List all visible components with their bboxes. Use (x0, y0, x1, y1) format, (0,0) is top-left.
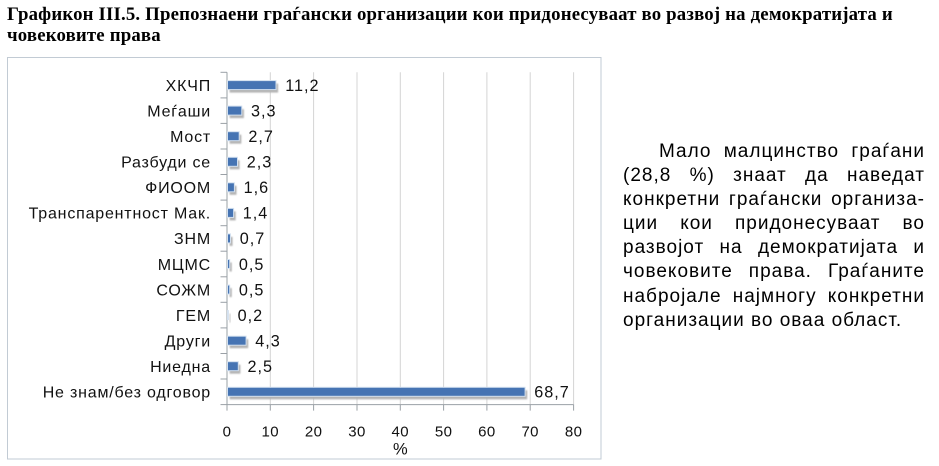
svg-text:60: 60 (478, 423, 496, 440)
svg-text:Разбуди се: Разбуди се (121, 155, 211, 172)
svg-text:50: 50 (435, 423, 453, 440)
svg-text:Други: Други (165, 334, 211, 351)
svg-text:40: 40 (392, 423, 410, 440)
svg-text:2,5: 2,5 (248, 358, 274, 376)
svg-text:0,7: 0,7 (240, 230, 266, 248)
svg-text:10: 10 (262, 423, 280, 440)
svg-text:%: % (393, 440, 408, 458)
svg-text:1,6: 1,6 (244, 179, 270, 197)
svg-text:Меѓаши: Меѓаши (147, 103, 211, 120)
svg-text:4,3: 4,3 (255, 333, 281, 351)
svg-text:20: 20 (305, 423, 323, 440)
svg-text:ГЕМ: ГЕМ (176, 308, 211, 325)
svg-text:30: 30 (348, 423, 366, 440)
svg-text:ХКЧП: ХКЧП (166, 78, 211, 95)
svg-text:Транспарентност Мак.: Транспарентност Мак. (29, 206, 211, 223)
svg-text:0: 0 (223, 423, 232, 440)
svg-text:Не знам/без одговор: Не знам/без одговор (43, 385, 211, 402)
svg-text:68,7: 68,7 (534, 384, 570, 402)
svg-text:ЗНМ: ЗНМ (174, 231, 211, 248)
svg-text:0,5: 0,5 (239, 281, 265, 299)
svg-text:Мост: Мост (170, 129, 211, 146)
svg-text:70: 70 (521, 423, 539, 440)
svg-text:11,2: 11,2 (285, 77, 319, 95)
svg-text:2,3: 2,3 (247, 154, 273, 172)
svg-text:ФИООМ: ФИООМ (145, 180, 211, 197)
svg-text:2,7: 2,7 (248, 128, 274, 146)
svg-text:3,3: 3,3 (251, 102, 277, 120)
svg-text:0,2: 0,2 (238, 307, 264, 325)
svg-text:Ниедна: Ниедна (150, 359, 211, 376)
svg-text:МЦМС: МЦМС (158, 257, 211, 274)
svg-text:80: 80 (565, 423, 583, 440)
svg-text:СОЖМ: СОЖМ (156, 282, 211, 299)
svg-text:1,4: 1,4 (243, 205, 269, 223)
svg-text:0,5: 0,5 (239, 256, 265, 274)
